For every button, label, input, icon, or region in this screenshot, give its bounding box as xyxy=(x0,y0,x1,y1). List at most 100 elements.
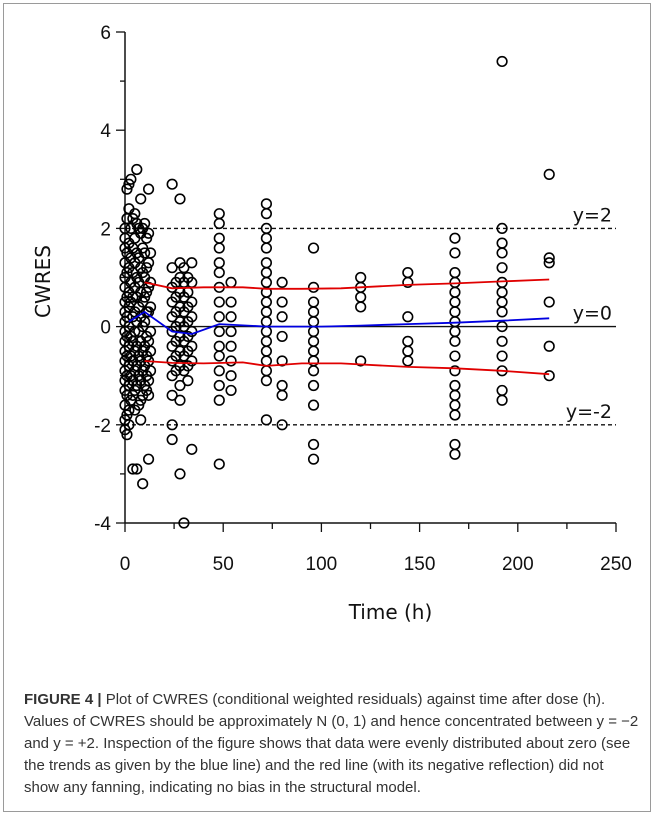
data-point xyxy=(260,325,273,338)
data-point xyxy=(449,389,461,401)
data-point xyxy=(276,389,288,401)
x-axis-title: Time (h) xyxy=(348,600,433,624)
data-point xyxy=(543,296,555,308)
data-point xyxy=(121,266,133,279)
data-point xyxy=(225,340,237,352)
data-point xyxy=(260,375,273,387)
data-point xyxy=(449,306,461,318)
axes: -4 -2 0 2 4 6 0 50 100 150 200 250 xyxy=(94,23,632,575)
data-point xyxy=(135,193,147,205)
data-point xyxy=(260,306,273,318)
data-point xyxy=(543,168,555,180)
data-point xyxy=(276,276,288,289)
data-point xyxy=(186,355,198,367)
y-tick-label: 6 xyxy=(100,23,111,44)
data-point xyxy=(496,384,508,397)
data-point xyxy=(496,321,508,333)
data-point xyxy=(213,208,225,220)
data-point xyxy=(449,399,461,411)
reference-line-label: y=-2 xyxy=(566,401,612,423)
data-point xyxy=(496,247,508,259)
trend-line xyxy=(144,360,550,376)
data-point xyxy=(225,325,237,338)
data-point xyxy=(186,257,198,269)
data-point xyxy=(260,296,273,308)
data-point xyxy=(225,370,237,382)
data-point xyxy=(166,433,178,446)
data-point xyxy=(276,355,288,367)
data-point xyxy=(307,365,320,377)
data-point xyxy=(260,335,273,347)
data-point xyxy=(276,419,288,431)
data-point xyxy=(449,448,461,460)
data-point xyxy=(141,262,153,274)
reference-line-label: y=2 xyxy=(573,204,612,226)
data-point xyxy=(178,517,190,529)
data-point xyxy=(307,453,320,465)
data-point xyxy=(142,389,155,401)
data-point xyxy=(166,419,178,431)
data-point xyxy=(355,291,367,303)
data-point xyxy=(496,306,508,318)
data-point xyxy=(543,252,555,264)
data-point xyxy=(449,335,461,347)
data-point xyxy=(449,232,461,244)
caption-lead: FIGURE 4 | xyxy=(24,691,102,708)
data-point xyxy=(260,242,273,254)
data-point xyxy=(402,311,414,323)
data-point xyxy=(307,345,320,357)
data-point xyxy=(213,296,225,308)
data-point xyxy=(129,384,141,397)
data-point xyxy=(496,350,508,362)
scatter-points xyxy=(119,55,555,529)
data-point xyxy=(307,281,320,293)
trend-line xyxy=(128,310,550,335)
data-point xyxy=(225,355,237,367)
data-point xyxy=(225,296,237,308)
x-tick-label: 100 xyxy=(306,554,338,575)
data-point xyxy=(213,257,225,269)
data-point xyxy=(260,257,273,269)
data-point xyxy=(213,266,225,279)
y-tick-label: 2 xyxy=(100,219,111,240)
data-point xyxy=(142,183,155,195)
data-point xyxy=(496,335,508,347)
y-tick-label: 4 xyxy=(100,121,111,142)
data-point xyxy=(141,232,153,244)
x-tick-label: 200 xyxy=(502,554,534,575)
data-point xyxy=(449,325,461,338)
data-point xyxy=(307,379,320,392)
data-point xyxy=(213,325,225,338)
data-point xyxy=(449,266,461,279)
data-point xyxy=(139,247,151,259)
data-point xyxy=(260,365,273,377)
data-point xyxy=(174,394,186,406)
data-point xyxy=(139,217,151,230)
data-point xyxy=(402,335,414,347)
data-point xyxy=(186,296,198,308)
trend-line xyxy=(144,278,550,290)
data-point xyxy=(355,271,367,284)
data-point xyxy=(307,242,320,254)
data-point xyxy=(174,379,186,392)
data-point xyxy=(307,306,320,318)
data-point xyxy=(449,286,461,298)
data-point xyxy=(276,311,288,323)
data-point xyxy=(496,55,508,68)
data-point xyxy=(121,183,133,195)
chart-labels: Time (h) CWRES y=2 y=0 y=-2 xyxy=(31,204,612,624)
data-point xyxy=(307,399,320,411)
data-point xyxy=(139,291,151,303)
data-point xyxy=(144,247,157,259)
data-point xyxy=(174,193,186,205)
data-point xyxy=(133,399,145,411)
y-tick-label: -2 xyxy=(94,416,111,437)
data-point xyxy=(141,286,153,298)
data-point xyxy=(186,311,198,323)
data-point xyxy=(449,438,461,451)
data-point xyxy=(449,379,461,392)
data-point xyxy=(496,394,508,406)
data-point xyxy=(260,414,273,426)
data-point xyxy=(213,394,225,406)
data-point xyxy=(213,311,225,323)
